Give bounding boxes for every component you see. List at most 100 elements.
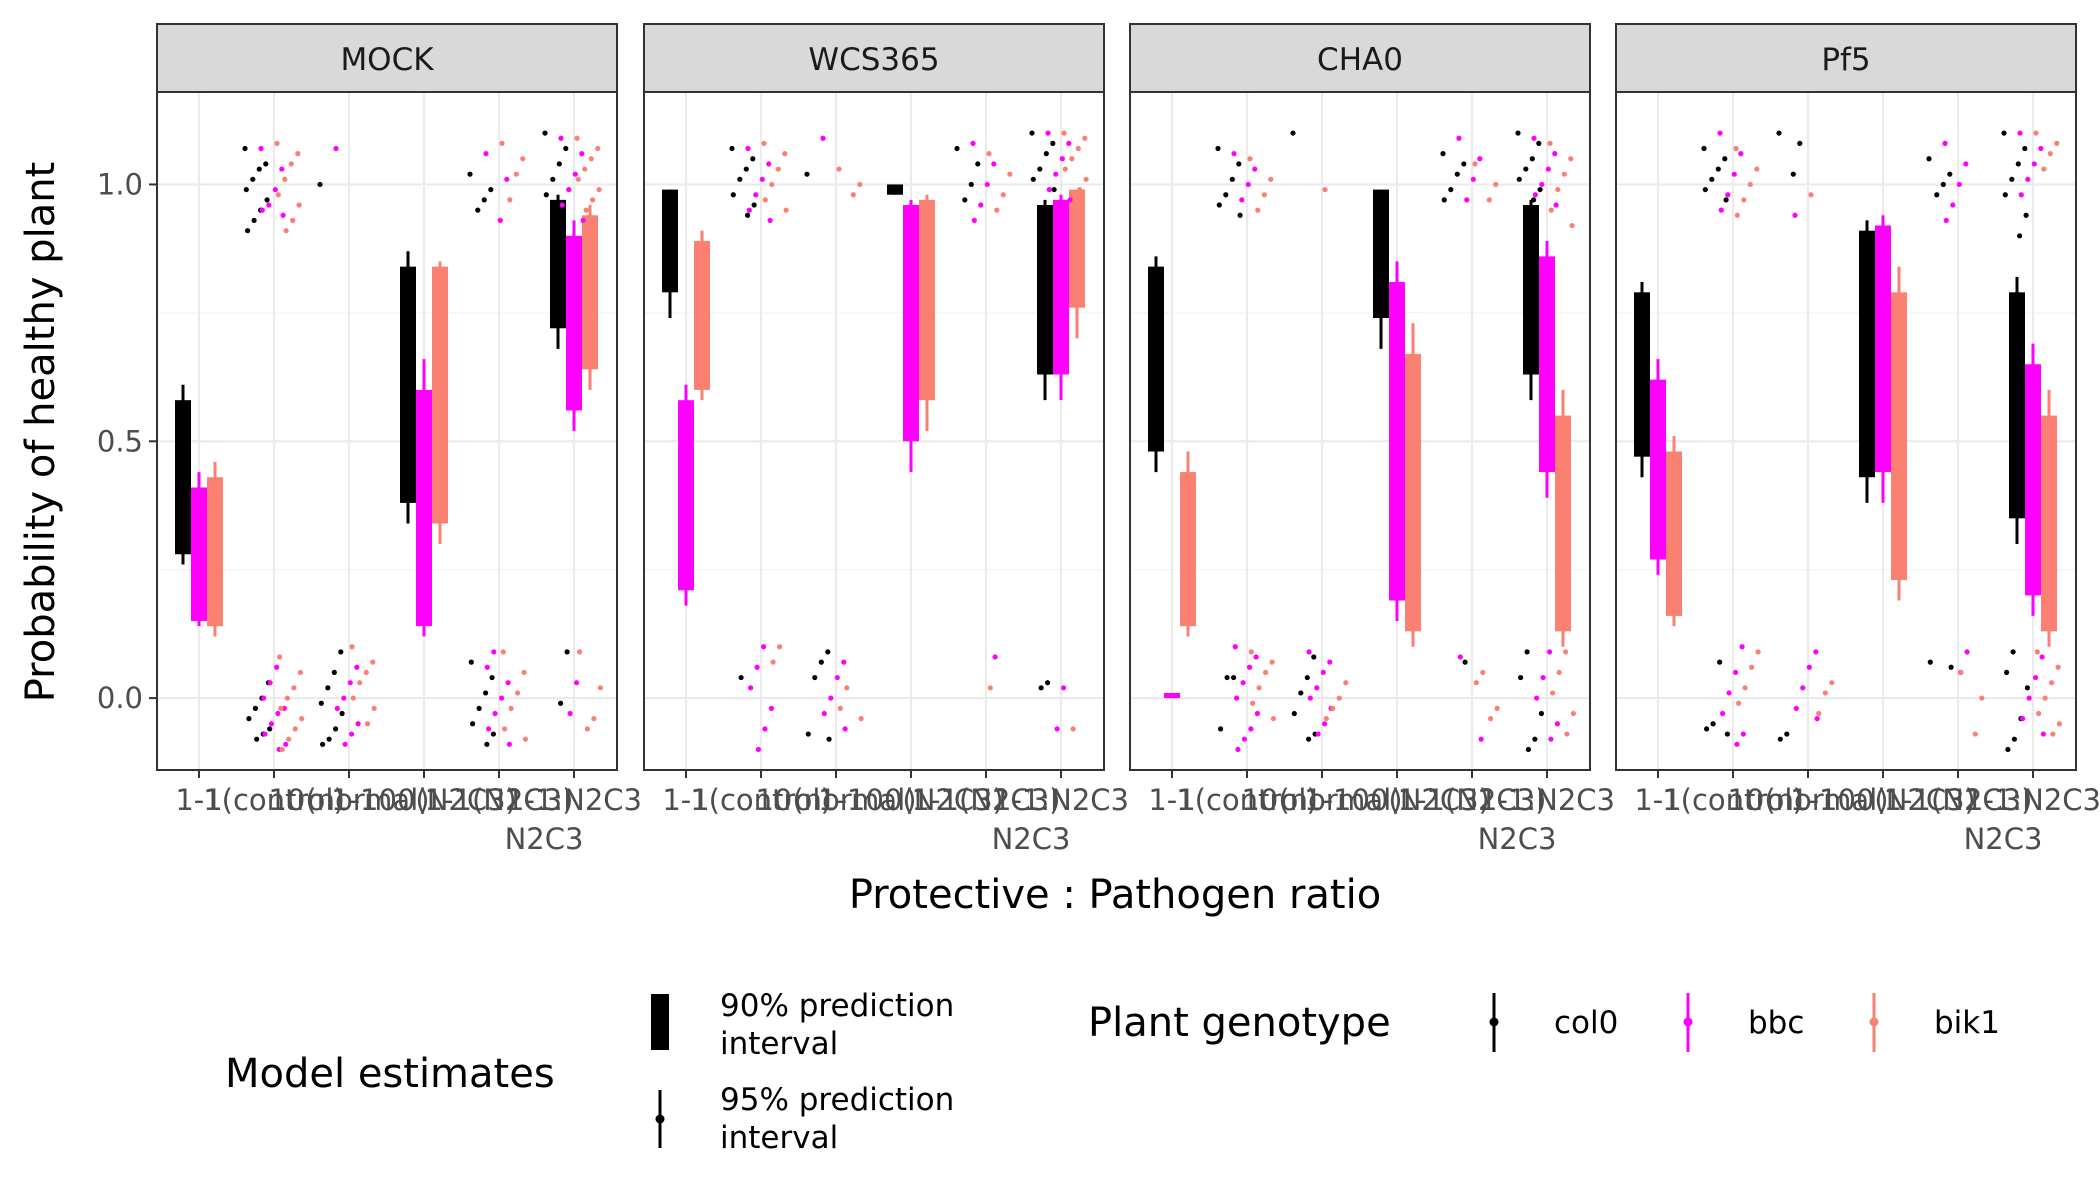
data-point-bbc [1718, 207, 1724, 213]
data-point-bbc [1315, 731, 1321, 737]
data-point-col0 [1701, 145, 1707, 152]
data-point-bik1 [1547, 140, 1553, 146]
y-tick-label: 1.0 [97, 167, 143, 201]
data-point-bik1 [1061, 130, 1067, 136]
data-point-col0 [1441, 197, 1447, 203]
legend-key-point-bik1 [1869, 1017, 1879, 1027]
data-point-bbc [767, 217, 773, 224]
data-point-col0 [331, 669, 337, 676]
x-tick-label-line2: N2C3 [505, 822, 584, 856]
data-point-bbc [1470, 176, 1476, 182]
data-point-bik1 [507, 197, 513, 203]
data-point-col0 [1290, 130, 1296, 136]
x-tick-label: 1-1(N2C3) [1884, 783, 2033, 817]
data-point-bbc [841, 659, 847, 665]
data-point-bik1 [277, 654, 283, 660]
facet-strip [1615, 23, 2077, 93]
data-point-bik1 [299, 716, 305, 722]
data-point-bik1 [1256, 685, 1262, 691]
data-point-bik1 [770, 659, 776, 665]
data-point-bik1 [278, 705, 284, 711]
data-point-bbc [1793, 705, 1799, 711]
data-point-bik1 [295, 151, 301, 157]
data-point-col0 [564, 649, 570, 655]
data-point-bik1 [994, 207, 1000, 213]
facet-panels: MOCK1-11(control)10(normal)1-100(N2C3)1-… [97, 23, 2100, 856]
data-point-bik1 [2042, 695, 2048, 701]
data-point-bbc [1054, 726, 1060, 732]
data-point-col0 [805, 731, 811, 737]
data-point-col0 [975, 161, 981, 167]
data-point-bik1 [1561, 171, 1567, 177]
data-point-bbc [268, 721, 274, 727]
data-point-col0 [333, 726, 339, 732]
facet-strip-label: CHA0 [1317, 42, 1403, 78]
data-point-bik1 [596, 186, 602, 193]
data-point-bbc [259, 207, 265, 213]
data-point-bik1 [2050, 731, 2056, 737]
interval-90-bbc [2025, 364, 2041, 596]
data-point-bbc [2033, 674, 2039, 681]
data-point-col0 [338, 649, 344, 655]
data-point-bik1 [783, 207, 789, 213]
data-point-col0 [1237, 212, 1243, 218]
data-point-bbc [842, 726, 848, 732]
data-point-col0 [1797, 140, 1803, 146]
data-point-bbc [1792, 212, 1798, 218]
data-point-bbc [766, 161, 772, 167]
data-point-bbc [768, 705, 775, 711]
data-point-bbc [1733, 669, 1739, 676]
y-tick-label: 0.0 [97, 681, 143, 715]
data-point-bik1 [583, 207, 589, 213]
data-point-bik1 [349, 644, 355, 650]
interval-90-bik1 [1180, 472, 1196, 627]
data-point-bik1 [591, 716, 597, 722]
panel-background [1130, 92, 1590, 770]
data-point-bbc [1252, 166, 1258, 172]
data-point-bik1 [1486, 197, 1492, 203]
interval-90-col0 [1523, 205, 1539, 375]
data-point-bbc [491, 649, 497, 655]
interval-90-col0 [400, 266, 416, 503]
data-point-bbc [486, 726, 492, 732]
interval-90-col0 [1148, 266, 1164, 452]
data-point-bik1 [1556, 669, 1562, 676]
data-point-col0 [542, 130, 548, 136]
legend-model-estimates: Model estimates 90% prediction interval … [225, 988, 954, 1156]
data-point-bbc [1306, 649, 1312, 655]
data-point-col0 [1306, 736, 1312, 742]
data-point-bik1 [777, 644, 783, 650]
data-point-bbc [1247, 664, 1253, 670]
data-point-bbc [2026, 695, 2032, 701]
data-point-bbc [1067, 197, 1073, 203]
data-point-bbc [1234, 695, 1240, 701]
data-point-col0 [825, 649, 831, 655]
data-point-bbc [1800, 685, 1806, 691]
data-point-bbc [1320, 669, 1326, 676]
data-point-col0 [242, 145, 248, 152]
data-point-bik1 [761, 140, 767, 146]
data-point-col0 [1051, 186, 1057, 193]
data-point-bik1 [584, 726, 591, 732]
data-point-bbc [2018, 192, 2024, 198]
x-tick-label-line2: N2C3 [1964, 822, 2043, 856]
data-point-bbc [759, 176, 765, 182]
data-point-bik1 [284, 695, 290, 701]
data-point-col0 [1531, 197, 1537, 203]
data-point-bbc [2040, 731, 2046, 737]
data-point-bik1 [279, 746, 285, 753]
data-point-bik1 [513, 171, 519, 177]
data-point-bbc [1241, 736, 1247, 742]
data-point-bbc [580, 217, 586, 224]
data-point-bik1 [1255, 207, 1261, 213]
data-point-col0 [1710, 721, 1716, 727]
data-point-bik1 [1077, 186, 1083, 193]
data-point-bik1 [275, 192, 281, 198]
data-point-bik1 [1322, 186, 1328, 193]
data-point-col0 [489, 674, 495, 681]
data-point-col0 [1722, 156, 1728, 162]
data-point-col0 [2024, 685, 2030, 691]
facet-strip-label: WCS365 [808, 42, 939, 78]
interval-90-col0 [1373, 189, 1389, 318]
data-point-col0 [264, 197, 270, 203]
